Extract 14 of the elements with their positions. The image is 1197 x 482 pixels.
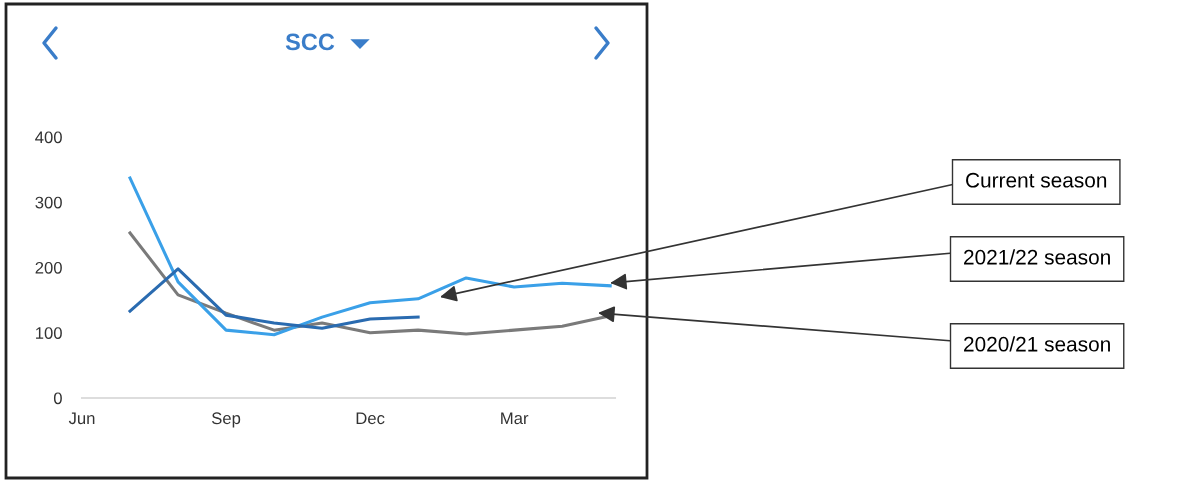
x-tick-label: Mar bbox=[501, 412, 529, 425]
x-tick-label: Sep bbox=[211, 412, 241, 428]
x-tick-label: Dec bbox=[356, 412, 385, 425]
x-tick-label: Jun bbox=[68, 412, 95, 425]
y-tick-label: 0 bbox=[53, 392, 62, 405]
y-tick-label: 400 bbox=[35, 131, 62, 144]
text: Current season bbox=[966, 172, 1107, 188]
y-tick-label: 300 bbox=[35, 196, 62, 209]
text: 2020/21 season bbox=[964, 336, 1110, 352]
text: 2021/22 season bbox=[964, 249, 1110, 265]
chart-title: SCC bbox=[285, 33, 335, 51]
y-tick-label: 100 bbox=[36, 327, 62, 339]
y-tick-label: 200 bbox=[35, 261, 62, 274]
line-series bbox=[128, 267, 420, 330]
